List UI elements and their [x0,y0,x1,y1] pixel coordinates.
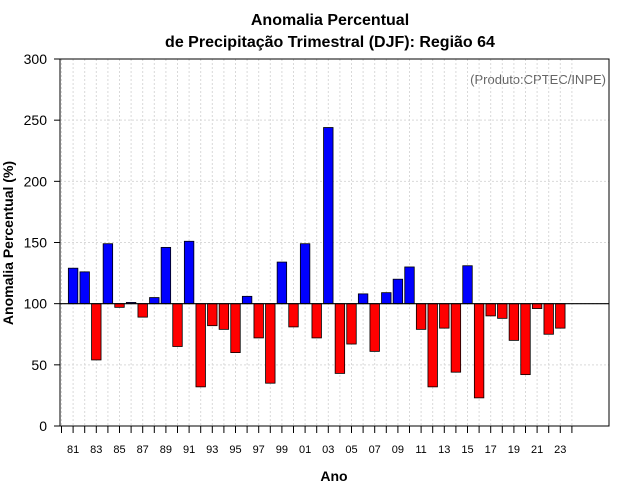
x-tick-label: 13 [438,444,450,456]
bar-90: 90: 65 [172,303,183,347]
bar-20: 20: 42 [520,303,531,376]
bar-08: 08: 109 [381,292,392,305]
y-tick-label: 50 [31,357,47,373]
bar-92: 92: 32 [195,303,206,388]
bar-88: 88: 105 [149,297,160,305]
x-tick-label: 95 [229,444,241,456]
x-tick-label: 15 [461,444,473,456]
x-tick-label: 17 [485,444,497,456]
bar-96: 96: 106 [241,295,253,305]
bar-21: 21: 96 [531,303,543,309]
bar-01: 01: 149 [299,243,311,305]
x-tick-label: 23 [554,444,566,456]
y-tick-label: 250 [24,112,48,128]
y-tick-label: 200 [24,173,48,189]
bar-81: 81: 129 [67,267,79,305]
x-tick-label: 93 [206,444,218,456]
chart-title-line2: de Precipitação Trimestral (DJF): Região… [165,34,495,51]
bar-14: 14: 44 [450,303,462,373]
bar-89: 89: 146 [160,246,172,305]
bar-95: 95: 60 [230,303,241,354]
bar-00: 00: 81 [288,303,299,328]
bar-15: 15: 131 [462,265,473,305]
y-tick-label: 300 [24,51,48,67]
x-tick-label: 89 [160,444,172,456]
x-tick-label: 81 [67,444,79,456]
bar-11: 11: 79 [415,303,427,330]
x-tick-label: 05 [345,444,357,456]
bar-12: 12: 32 [427,303,438,388]
bar-09: 09: 120 [392,278,404,305]
bar-83: 83: 54 [91,303,102,361]
bar-03: 03: 244 [323,127,334,305]
bar-19: 19: 70 [508,303,520,341]
bar-18: 18: 88 [497,303,508,319]
bar-99: 99: 134 [276,261,288,305]
x-tick-label: 97 [253,444,265,456]
y-tick-label: 0 [39,418,47,434]
bar-04: 04: 43 [334,303,346,374]
x-tick-label: 09 [392,444,404,456]
bar-23: 23: 80 [555,303,566,329]
x-tick-label: 83 [90,444,102,456]
x-tick-label: 87 [137,444,149,456]
bar-17: 17: 90 [485,303,496,317]
x-tick-label: 21 [531,444,543,456]
bar-07: 07: 61 [369,303,380,352]
bar-87: 87: 89 [137,303,148,318]
x-tick-label: 03 [322,444,334,456]
bar-13: 13: 80 [439,303,450,329]
bar-02: 02: 72 [311,303,322,339]
bar-93: 93: 82 [207,303,218,327]
bar-05: 05: 67 [346,303,357,345]
chart-title-line1: Anomalia Percentual [251,12,409,29]
x-tick-label: 11 [415,444,426,456]
bar-22: 22: 75 [543,303,554,335]
bar-84: 84: 149 [102,243,114,305]
bar-82: 82: 126 [79,271,90,305]
x-tick-label: 99 [276,444,288,456]
y-tick-label: 100 [24,296,48,312]
x-tick-label: 85 [113,444,125,456]
x-tick-label: 01 [299,444,311,456]
x-tick-label: 19 [508,444,520,456]
x-axis-title: Ano [320,468,347,484]
x-tick-label: 07 [369,444,381,456]
bar-10: 10: 130 [404,266,415,305]
bar-91: 91: 151 [183,240,195,305]
bar-94: 94: 79 [218,303,230,330]
y-axis-title: Anomalia Percentual (%) [0,161,16,325]
bar-98: 98: 35 [265,303,276,384]
x-tick-label: 91 [183,444,195,456]
bar-97: 97: 72 [253,303,264,339]
y-tick-label: 150 [24,235,48,251]
bar-06: 06: 108 [357,293,369,305]
bar-16: 16: 23 [473,303,485,399]
